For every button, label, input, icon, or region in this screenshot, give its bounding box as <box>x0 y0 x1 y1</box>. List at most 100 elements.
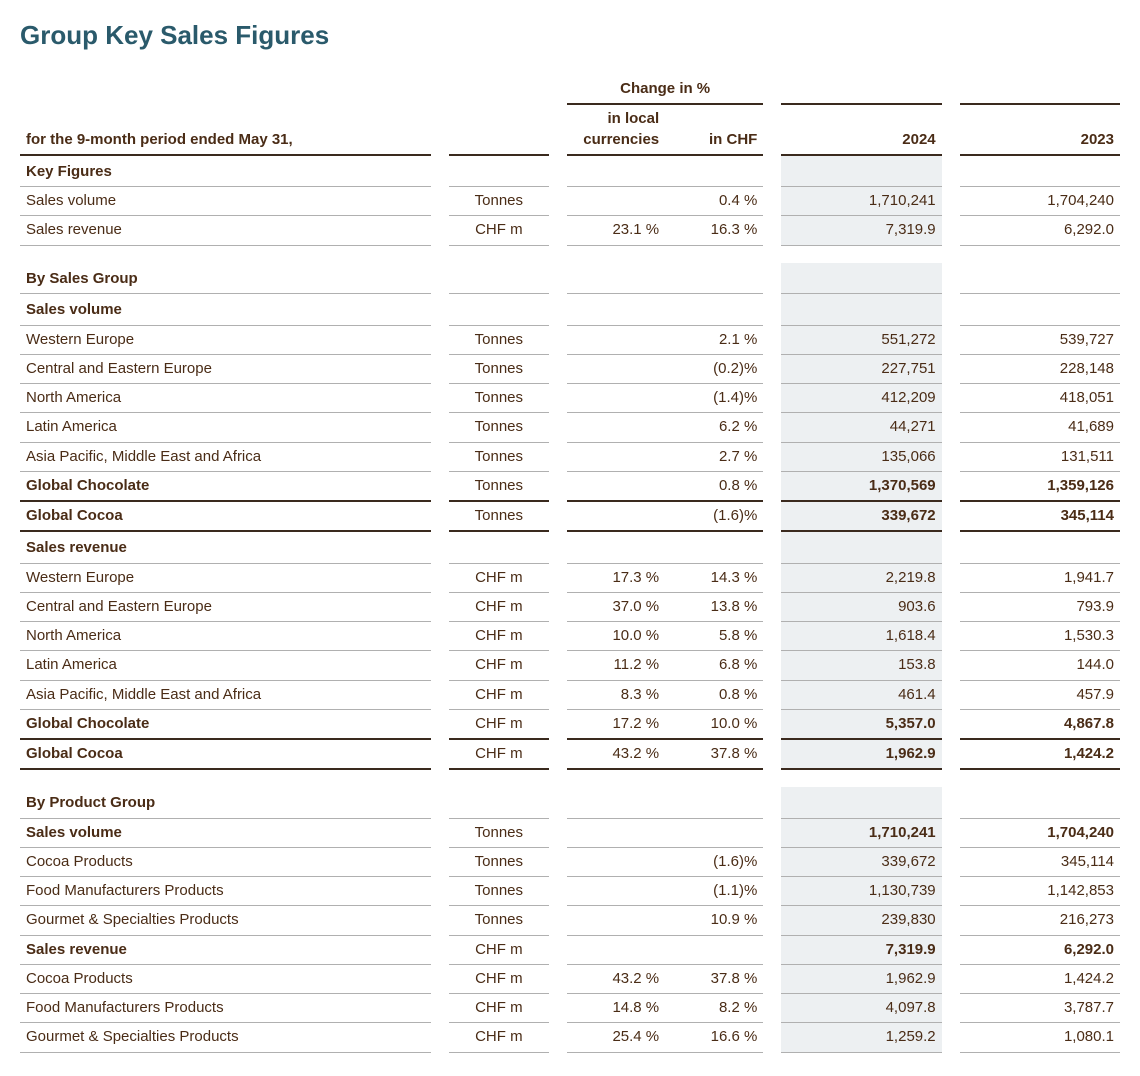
section-by-product: By Product Group <box>20 787 431 818</box>
y2024: 1,962.9 <box>781 739 941 769</box>
table-row: Cocoa ProductsTonnes(1.6)%339,672345,114 <box>20 847 1120 876</box>
row-label: Gourmet & Specialties Products <box>20 906 431 935</box>
table-row: Central and Eastern Europe Tonnes (0.2)% 22… <box>20 354 1120 383</box>
chf: 6.2 % <box>665 413 763 442</box>
row-label: Central and Eastern Europe <box>20 354 431 383</box>
local <box>567 847 665 876</box>
unit: CHF m <box>449 964 549 993</box>
y2023: 228,148 <box>960 354 1120 383</box>
row-label: Gourmet & Specialties Products <box>20 1023 431 1052</box>
row-label: Sales volume <box>20 187 431 216</box>
col-local: in local currencies <box>567 104 665 155</box>
y2024: 44,271 <box>781 413 941 442</box>
y2023: 131,511 <box>960 442 1120 471</box>
row-label: Western Europe <box>20 563 431 592</box>
table-row: Asia Pacific, Middle East and AfricaCHF … <box>20 680 1120 709</box>
local: 17.3 % <box>567 563 665 592</box>
row-label: Sales revenue <box>20 216 431 245</box>
col-change: Change in % <box>567 75 763 104</box>
chf: 37.8 % <box>665 964 763 993</box>
table-row: Sales revenue CHF m 23.1 % 16.3 % 7,319.… <box>20 216 1120 245</box>
table-row: Central and Eastern EuropeCHF m37.0 %13.… <box>20 592 1120 621</box>
local <box>567 877 665 906</box>
unit: CHF m <box>449 216 549 245</box>
unit: Tonnes <box>449 442 549 471</box>
unit: Tonnes <box>449 413 549 442</box>
local: 8.3 % <box>567 680 665 709</box>
unit: CHF m <box>449 739 549 769</box>
local: 25.4 % <box>567 1023 665 1052</box>
unit: CHF m <box>449 592 549 621</box>
chf <box>665 818 763 847</box>
chf: (0.2)% <box>665 354 763 383</box>
table-row: Western EuropeTonnes2.1 %551,272539,727 <box>20 325 1120 354</box>
y2024: 551,272 <box>781 325 941 354</box>
row-label: Asia Pacific, Middle East and Africa <box>20 442 431 471</box>
y2023: 1,424.2 <box>960 964 1120 993</box>
y2023: 539,727 <box>960 325 1120 354</box>
unit: CHF m <box>449 935 549 964</box>
unit: Tonnes <box>449 187 549 216</box>
row-label: Asia Pacific, Middle East and Africa <box>20 680 431 709</box>
table-row: Global CocoaCHF m43.2 %37.8 %1,962.91,42… <box>20 739 1120 769</box>
chf: 2.1 % <box>665 325 763 354</box>
local <box>567 935 665 964</box>
y2024: 1,962.9 <box>781 964 941 993</box>
y2023: 216,273 <box>960 906 1120 935</box>
row-label: Global Cocoa <box>20 501 431 531</box>
row-label: Food Manufacturers Products <box>20 877 431 906</box>
row-label: Cocoa Products <box>20 964 431 993</box>
local <box>567 354 665 383</box>
local <box>567 818 665 847</box>
chf: 2.7 % <box>665 442 763 471</box>
table-row: Asia Pacific, Middle East and Africa Tonn… <box>20 442 1120 471</box>
y2024: 7,319.9 <box>781 216 941 245</box>
y2024: 239,830 <box>781 906 941 935</box>
y2024: 412,209 <box>781 384 941 413</box>
section-by-sales: By Sales Group <box>20 263 431 294</box>
unit: CHF m <box>449 1023 549 1052</box>
table-row: Western EuropeCHF m17.3 %14.3 %2,219.81,… <box>20 563 1120 592</box>
row-label: Global Cocoa <box>20 739 431 769</box>
chf: 0.8 % <box>665 471 763 501</box>
local <box>567 413 665 442</box>
y2023: 4,867.8 <box>960 709 1120 739</box>
unit: Tonnes <box>449 354 549 383</box>
unit: Tonnes <box>449 471 549 501</box>
y2023: 1,359,126 <box>960 471 1120 501</box>
row-label: Global Chocolate <box>20 709 431 739</box>
unit: CHF m <box>449 563 549 592</box>
local: 10.0 % <box>567 622 665 651</box>
table-row: Sales volume Tonnes 0.4 % 1,710,241 1,70… <box>20 187 1120 216</box>
local: 43.2 % <box>567 964 665 993</box>
table-row: Food Manufacturers ProductsCHF m14.8 %8.… <box>20 994 1120 1023</box>
unit: Tonnes <box>449 384 549 413</box>
y2024: 1,370,569 <box>781 471 941 501</box>
y2023: 1,704,240 <box>960 818 1120 847</box>
local <box>567 187 665 216</box>
y2024: 339,672 <box>781 501 941 531</box>
y2024: 1,130,739 <box>781 877 941 906</box>
section-key-figures: Key Figures <box>20 155 431 187</box>
unit: Tonnes <box>449 501 549 531</box>
table-row: Global ChocolateCHF m17.2 %10.0 %5,357.0… <box>20 709 1120 739</box>
unit: CHF m <box>449 994 549 1023</box>
table-row: Latin AmericaCHF m11.2 %6.8 %153.8144.0 <box>20 651 1120 680</box>
y2023: 345,114 <box>960 847 1120 876</box>
row-label: Food Manufacturers Products <box>20 994 431 1023</box>
chf: 6.8 % <box>665 651 763 680</box>
y2024: 339,672 <box>781 847 941 876</box>
unit: Tonnes <box>449 818 549 847</box>
col-2023: 2023 <box>960 104 1120 155</box>
unit: Tonnes <box>449 325 549 354</box>
y2023: 3,787.7 <box>960 994 1120 1023</box>
table-row: Food Manufacturers ProductsTonnes(1.1)%1… <box>20 877 1120 906</box>
chf: 14.3 % <box>665 563 763 592</box>
row-label: Sales revenue <box>20 935 431 964</box>
local <box>567 471 665 501</box>
table-row: Latin AmericaTonnes6.2 %44,27141,689 <box>20 413 1120 442</box>
y2023: 1,424.2 <box>960 739 1120 769</box>
row-label: Global Chocolate <box>20 471 431 501</box>
y2024: 1,618.4 <box>781 622 941 651</box>
y2024: 1,259.2 <box>781 1023 941 1052</box>
